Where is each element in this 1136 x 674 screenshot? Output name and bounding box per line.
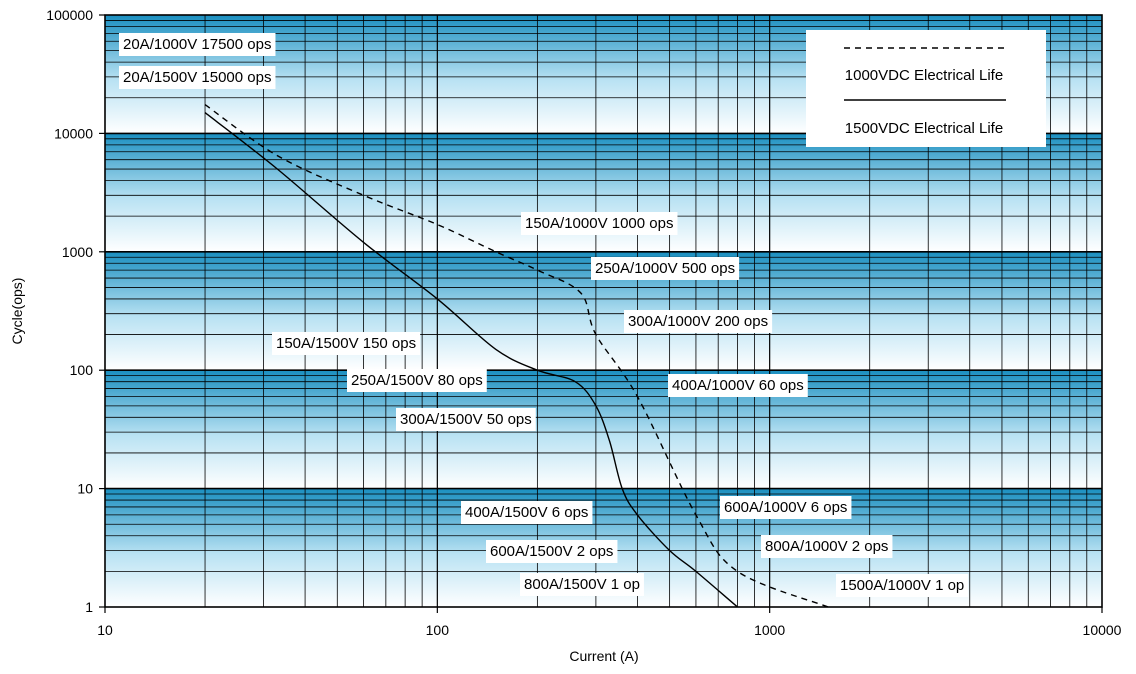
annotation-label: 600A/1500V 2 ops (486, 540, 618, 563)
annotation-label: 1500A/1000V 1 op (836, 574, 969, 597)
annotation-bg (521, 212, 678, 235)
annotation-text: 300A/1500V 50 ops (400, 411, 532, 428)
annotation-label: 600A/1000V 6 ops (720, 496, 852, 519)
y-tick-label: 10000 (54, 125, 93, 141)
annotation-bg (624, 310, 773, 333)
y-tick-label: 10 (77, 481, 93, 497)
annotation-label: 20A/1000V 17500 ops (119, 33, 276, 56)
annotation-label: 250A/1500V 80 ops (347, 369, 487, 392)
annotation-label: 300A/1000V 200 ops (624, 310, 773, 333)
annotation-label: 150A/1000V 1000 ops (521, 212, 678, 235)
legend-label: 1500VDC Electrical Life (845, 120, 1003, 137)
annotations: 20A/1000V 17500 ops 20A/1500V 15000 ops 15… (119, 33, 969, 597)
annotation-bg (272, 332, 421, 355)
decade-band (105, 370, 1102, 489)
annotation-text: 800A/1000V 2 ops (765, 538, 888, 555)
legend-label: 1000VDC Electrical Life (845, 67, 1003, 84)
annotation-label: 800A/1000V 2 ops (761, 535, 893, 558)
plot-border (104, 14, 1103, 608)
annotation-text: 600A/1000V 6 ops (724, 499, 847, 516)
series-lines (204, 104, 829, 608)
y-axis-label: Cycle(ops) (9, 278, 25, 345)
x-tick-label: 100 (426, 622, 450, 638)
x-axis-label: Current (A) (569, 648, 638, 664)
annotation-label: 20A/1500V 15000 ops (119, 66, 276, 89)
annotation-text: 400A/1000V 60 ops (672, 377, 804, 394)
x-tick-label: 1000 (754, 622, 785, 638)
legend: 1000VDC Electrical Life 1500VDC Electrica… (806, 30, 1046, 147)
y-tick-label: 100000 (46, 7, 93, 23)
annotation-label: 400A/1000V 60 ops (668, 374, 808, 397)
annotation-label: 800A/1500V 1 op (520, 573, 644, 596)
annotation-label: 300A/1500V 50 ops (396, 408, 536, 431)
annotation-label: 400A/1500V 6 ops (461, 501, 593, 524)
annotation-text: 600A/1500V 2 ops (490, 543, 613, 560)
annotation-bg (836, 574, 969, 597)
annotation-text: 150A/1000V 1000 ops (525, 215, 673, 232)
annotation-bg (720, 496, 852, 519)
series-line-1000vdc (204, 104, 829, 608)
x-tick-label: 10000 (1083, 622, 1122, 638)
y-tick-label: 100 (70, 362, 94, 378)
x-tick-label: 10 (97, 622, 113, 638)
annotation-bg (761, 535, 893, 558)
annotation-bg (347, 369, 487, 392)
annotation-label: 150A/1500V 150 ops (272, 332, 421, 355)
series-line-1500vdc (204, 112, 738, 608)
annotation-text: 300A/1000V 200 ops (628, 313, 768, 330)
annotation-text: 250A/1000V 500 ops (595, 260, 735, 277)
annotation-text: 20A/1000V 17500 ops (123, 36, 271, 53)
y-tick-label: 1000 (62, 244, 93, 260)
annotation-bg (520, 573, 644, 596)
annotation-text: 400A/1500V 6 ops (465, 504, 588, 521)
annotation-bg (486, 540, 618, 563)
annotation-text: 1500A/1000V 1 op (840, 577, 964, 594)
y-tick-label: 1 (85, 599, 93, 615)
annotation-text: 150A/1500V 150 ops (276, 335, 416, 352)
annotation-bg (119, 66, 276, 89)
annotation-bg (591, 257, 740, 280)
annotation-text: 250A/1500V 80 ops (351, 372, 483, 389)
annotation-label: 250A/1000V 500 ops (591, 257, 740, 280)
annotation-bg (668, 374, 808, 397)
annotation-text: 800A/1500V 1 op (524, 576, 640, 593)
annotation-bg (396, 408, 536, 431)
annotation-bg (119, 33, 276, 56)
annotation-text: 20A/1500V 15000 ops (123, 69, 271, 86)
plot-frame (104, 14, 1103, 608)
annotation-bg (461, 501, 593, 524)
legend-box (806, 30, 1046, 147)
